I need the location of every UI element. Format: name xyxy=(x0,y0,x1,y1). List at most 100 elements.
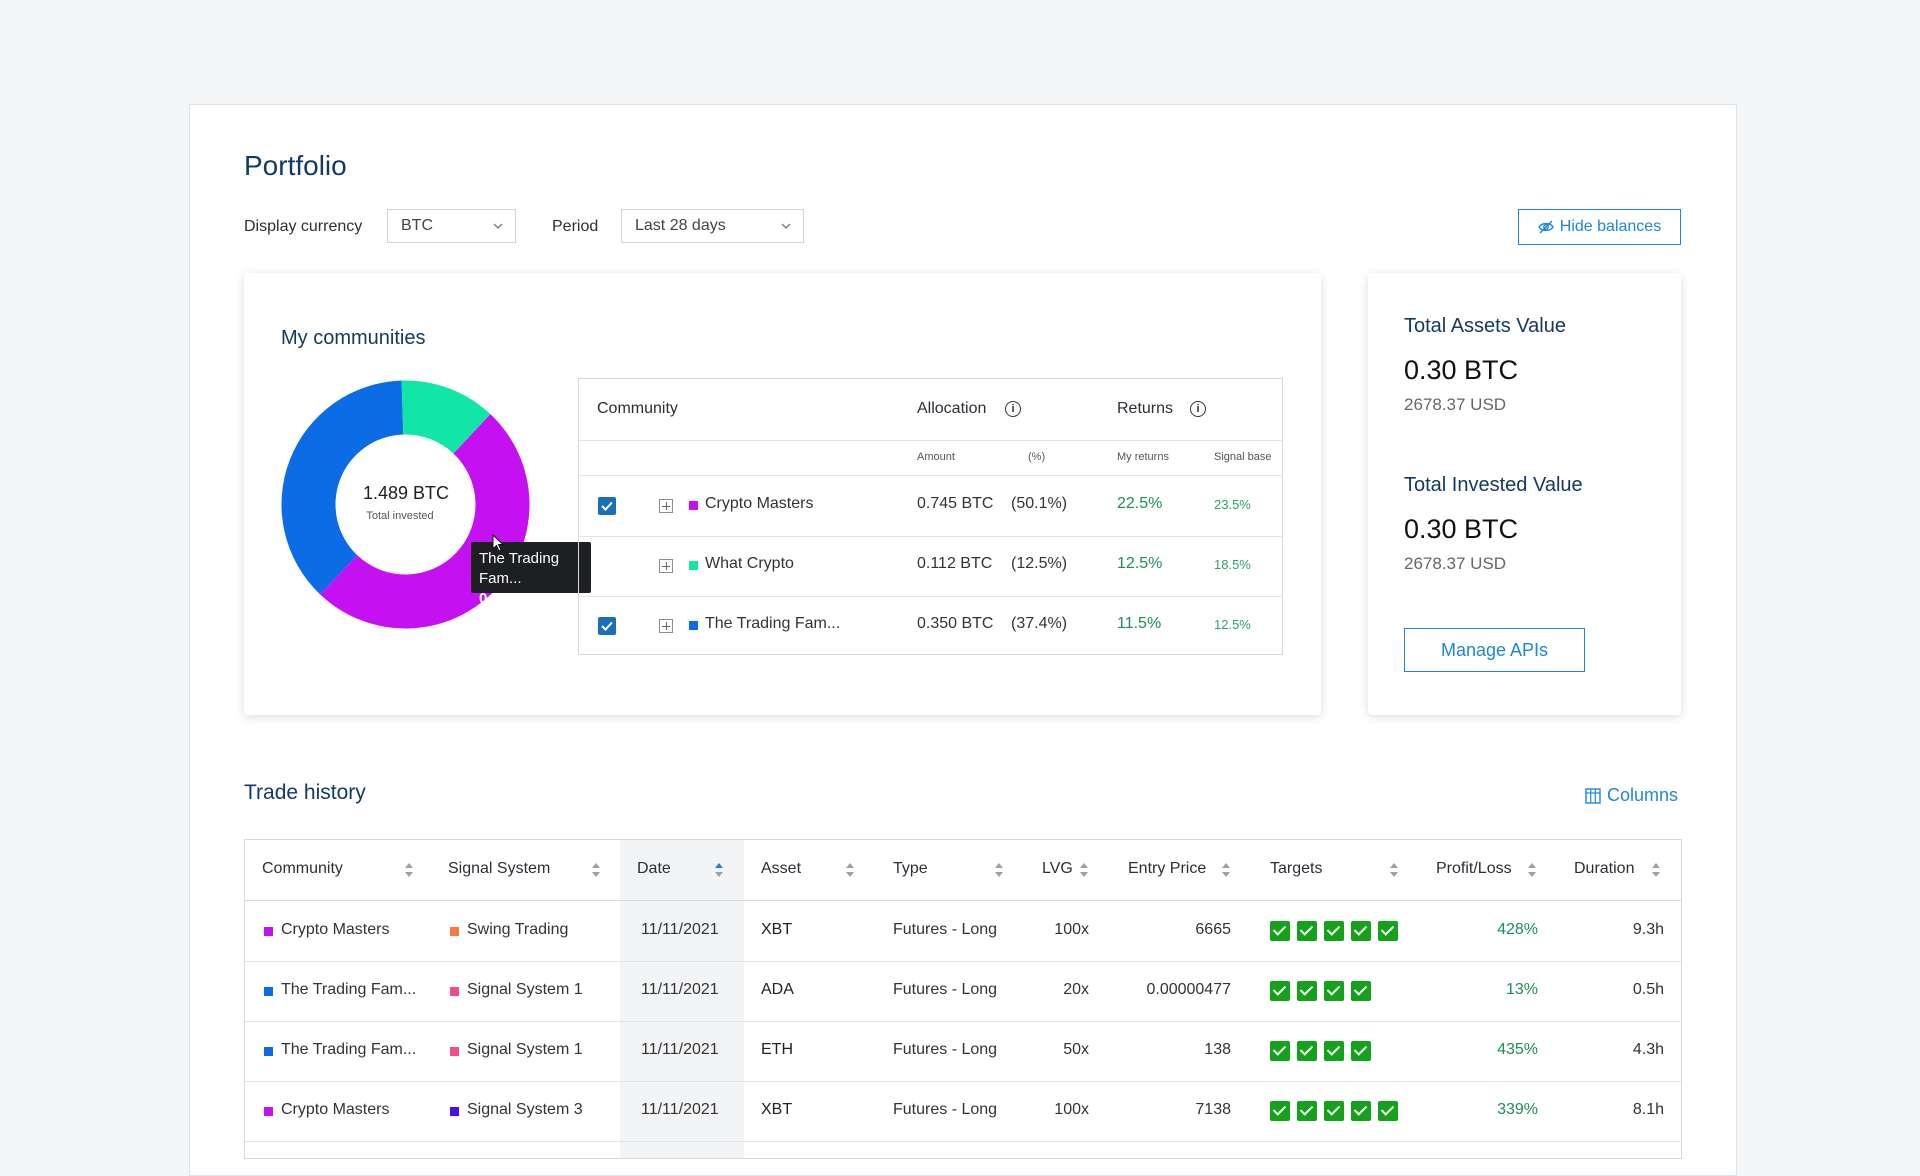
columns-button[interactable]: Columns xyxy=(1585,785,1678,806)
table-row[interactable]: The Trading Fam... Signal System 1 11/11/2… xyxy=(245,1021,1681,1082)
communities-card xyxy=(244,273,1321,715)
trade-date: 11/11/2021 xyxy=(641,1101,719,1118)
community-color-icon xyxy=(264,1107,273,1116)
signal-color-icon xyxy=(450,1107,459,1116)
donut-total-label: Total invested xyxy=(366,510,434,522)
subcol-percent: (%) xyxy=(1028,451,1046,463)
target-check-icon xyxy=(1297,1101,1317,1121)
trade-col-entry-price[interactable]: Entry Price xyxy=(1128,860,1207,877)
hide-balances-label: Hide balances xyxy=(1559,218,1662,235)
sort-icon[interactable] xyxy=(846,863,854,877)
allocation-amount: 0.350 BTC xyxy=(917,615,994,632)
trade-leverage: 100x xyxy=(1054,921,1089,938)
expand-icon[interactable] xyxy=(659,559,673,573)
returns-info-icon[interactable]: i xyxy=(1190,401,1206,417)
table-row[interactable]: The Trading Fam... Signal System 1 11/11/2… xyxy=(245,961,1681,1022)
trade-col-lvg[interactable]: LVG xyxy=(1042,860,1073,877)
trade-entry-price: 138 xyxy=(1204,1041,1231,1058)
trade-community: The Trading Fam... xyxy=(281,981,417,998)
donut-slice[interactable] xyxy=(281,380,404,595)
community-color-icon xyxy=(264,927,273,936)
signal-base: 18.5% xyxy=(1214,557,1251,572)
sort-icon[interactable] xyxy=(715,863,723,877)
trade-col-date[interactable]: Date xyxy=(637,860,671,877)
chevron-down-icon xyxy=(493,223,503,229)
trade-profit-loss: 428% xyxy=(1497,921,1538,938)
col-returns: Returns xyxy=(1117,400,1174,417)
trade-history-title: Trade history xyxy=(244,781,366,804)
subcol-my-returns: My returns xyxy=(1117,451,1169,463)
trade-col-profit-loss[interactable]: Profit/Loss xyxy=(1436,860,1512,877)
col-community: Community xyxy=(597,400,678,417)
target-check-icon xyxy=(1351,921,1371,941)
target-check-icon xyxy=(1270,921,1290,941)
trade-duration: 8.1h xyxy=(1632,1101,1664,1118)
expand-icon[interactable] xyxy=(659,619,673,633)
trade-col-duration[interactable]: Duration xyxy=(1574,860,1635,877)
trade-leverage: 100x xyxy=(1054,1101,1089,1118)
sort-icon[interactable] xyxy=(1528,863,1536,877)
sort-icon[interactable] xyxy=(1222,863,1230,877)
communities-table-header: Community Allocation i Returns i xyxy=(579,379,1282,441)
trade-date: 11/11/2021 xyxy=(641,1041,719,1058)
sort-icon[interactable] xyxy=(1390,863,1398,877)
trade-col-signal-system[interactable]: Signal System xyxy=(448,860,551,877)
tooltip-value: 0.350 BTC (37.4%) xyxy=(479,590,552,627)
trade-col-type[interactable]: Type xyxy=(893,860,928,877)
table-row[interactable]: Crypto Masters Signal System 3 11/11/2021 X… xyxy=(245,1081,1681,1142)
columns-label: Columns xyxy=(1607,785,1679,805)
allocation-info-icon[interactable]: i xyxy=(1005,401,1021,417)
target-check-icon xyxy=(1324,1101,1344,1121)
total-assets-usd: 2678.37 USD xyxy=(1404,395,1507,414)
total-invested-btc: 0.30 BTC xyxy=(1404,514,1519,544)
allocation-percent: (37.4%) xyxy=(1011,615,1068,632)
expand-icon[interactable] xyxy=(659,499,673,513)
trade-col-community[interactable]: Community xyxy=(262,860,343,877)
trade-type: Futures - Long xyxy=(893,921,998,938)
community-color-icon xyxy=(689,501,698,510)
display-currency-label: Display currency xyxy=(244,218,363,235)
trade-signal-system: Signal System 3 xyxy=(467,1101,583,1118)
target-check-icon xyxy=(1378,921,1398,941)
community-row[interactable]: Crypto Masters 0.745 BTC (50.1%) 22.5% 23.5% xyxy=(579,476,1282,537)
display-currency-value: BTC xyxy=(401,217,433,234)
target-check-icon xyxy=(1324,981,1344,1001)
target-check-icon xyxy=(1270,1041,1290,1061)
donut-tooltip: The Trading Fam... 0.350 BTC (37.4%) xyxy=(471,542,591,627)
sort-icon[interactable] xyxy=(592,863,600,877)
signal-color-icon xyxy=(450,1047,459,1056)
my-returns: 11.5% xyxy=(1117,615,1162,632)
sort-icon[interactable] xyxy=(1652,863,1660,877)
target-check-icon xyxy=(1351,1101,1371,1121)
manage-apis-button[interactable]: Manage APIs xyxy=(1404,628,1585,672)
community-row[interactable]: The Trading Fam... 0.350 BTC (37.4%) 11.5% 1… xyxy=(579,596,1282,656)
trade-profit-loss: 13% xyxy=(1505,981,1538,998)
check-icon xyxy=(601,621,613,631)
donut-slice[interactable] xyxy=(401,380,491,454)
trade-col-asset[interactable]: Asset xyxy=(761,860,802,877)
sort-icon[interactable] xyxy=(405,863,413,877)
period-select[interactable]: Last 28 days xyxy=(621,209,804,243)
signal-base: 12.5% xyxy=(1214,617,1251,632)
display-currency-select[interactable]: BTC xyxy=(387,209,516,243)
community-name: Crypto Masters xyxy=(705,495,814,512)
trade-type: Futures - Long xyxy=(893,1101,998,1118)
row-checkbox[interactable] xyxy=(598,617,616,635)
community-row[interactable]: What Crypto 0.112 BTC (12.5%) 12.5% 18.5% xyxy=(579,536,1282,597)
community-color-icon xyxy=(689,561,698,570)
target-check-icon xyxy=(1270,981,1290,1001)
period-value: Last 28 days xyxy=(635,217,726,234)
hide-balances-button[interactable]: Hide balances xyxy=(1518,209,1681,245)
total-assets-title: Total Assets Value xyxy=(1404,315,1566,337)
trade-entry-price: 0.00000477 xyxy=(1146,981,1231,998)
table-row[interactable]: Crypto Masters Swing Trading 11/11/2021 XBT… xyxy=(245,901,1681,962)
sort-icon[interactable] xyxy=(1080,863,1088,877)
sort-icon[interactable] xyxy=(995,863,1003,877)
target-check-icon xyxy=(1297,921,1317,941)
trade-col-targets[interactable]: Targets xyxy=(1270,860,1323,877)
row-checkbox[interactable] xyxy=(598,497,616,515)
subcol-amount: Amount xyxy=(917,451,955,463)
target-check-icon xyxy=(1297,1041,1317,1061)
trade-profit-loss: 339% xyxy=(1497,1101,1538,1118)
trade-asset: XBT xyxy=(761,921,793,938)
